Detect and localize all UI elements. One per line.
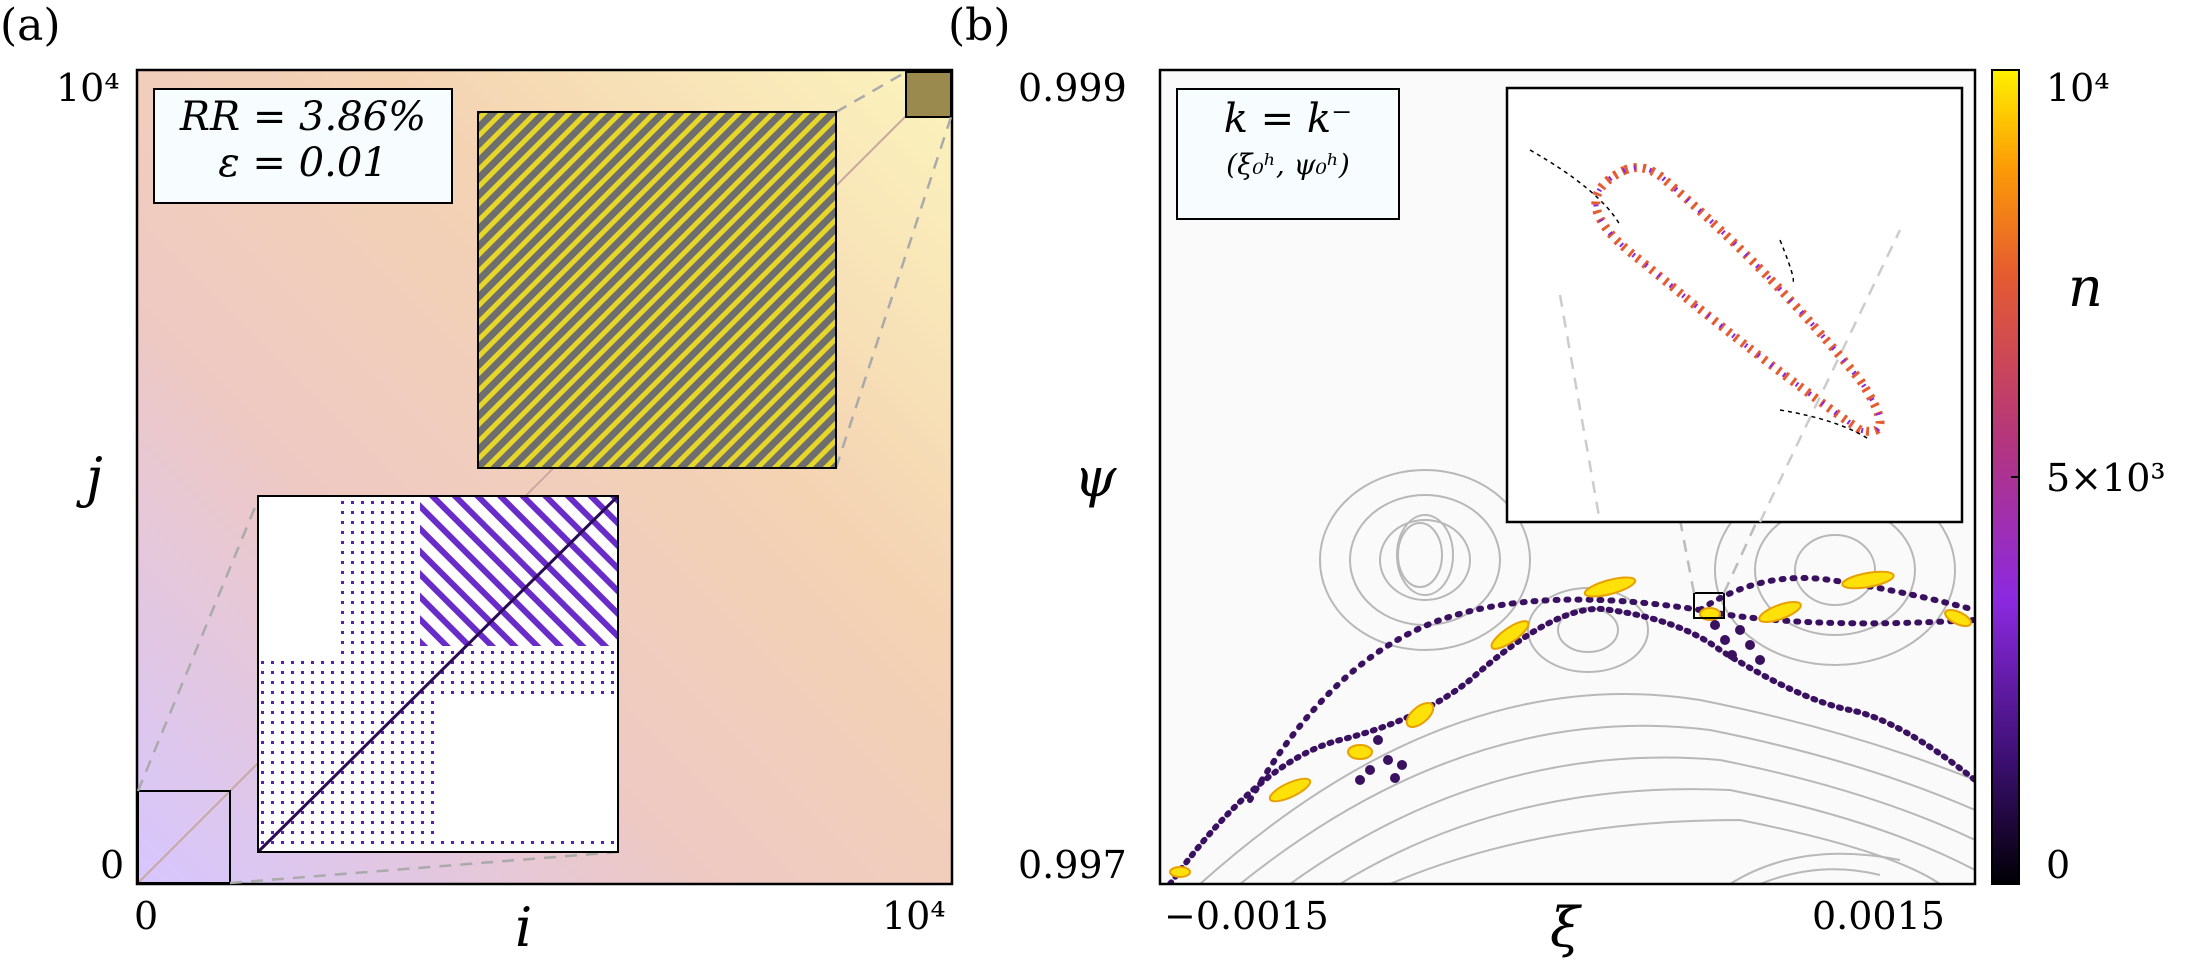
- colorbar-label: n: [2068, 256, 2103, 319]
- panel-b-frame: [1158, 68, 1977, 886]
- x-tick-max-a: 10⁴: [882, 894, 946, 938]
- y-tick-min-a: 0: [100, 843, 125, 887]
- colorbar-tick-bottom: 0: [2046, 843, 2071, 887]
- zoom-line: [229, 850, 619, 885]
- x-axis-label-a: i: [515, 896, 533, 959]
- inset-bottom-left: [256, 494, 620, 854]
- zoom-line: [136, 499, 260, 792]
- zoom-box-bottom-left: [137, 790, 231, 884]
- epsilon-label: ε = 0.01: [218, 140, 388, 186]
- y-tick-max-b: 0.999: [1018, 66, 1127, 110]
- x-tick-min-a: 0: [134, 894, 159, 938]
- zoom-box-top-right: [905, 71, 952, 118]
- colorbar: [1991, 69, 2020, 885]
- zoom-box-b: [1693, 592, 1725, 619]
- colorbar-tick-top: 10⁴: [2046, 66, 2110, 110]
- colorbar-tick-mid: 5×10³: [2046, 456, 2166, 500]
- zoom-line: [835, 70, 907, 114]
- y-tick-max-a: 10⁴: [56, 66, 120, 110]
- panel-a-frame: [135, 68, 954, 886]
- x-axis-label-b: ξ: [1550, 896, 1580, 959]
- annotation-box-b: k = k⁻ (ξ₀ʰ, ψ₀ʰ): [1176, 88, 1400, 220]
- y-axis-label-a: j: [86, 446, 103, 509]
- x-tick-max-b: 0.0015: [1812, 894, 1945, 938]
- inset-top-right: [477, 111, 837, 469]
- panel-a-label: (a): [0, 0, 61, 51]
- x-tick-min-b: −0.0015: [1164, 894, 1329, 938]
- k-label: k = k⁻: [1223, 96, 1353, 142]
- y-tick-min-b: 0.997: [1018, 843, 1127, 887]
- panel-b-label: (b): [948, 0, 1011, 51]
- recurrence-rate-label: RR = 3.86%: [179, 94, 427, 140]
- y-axis-label-b: ψ: [1074, 446, 1117, 509]
- initial-condition-label: (ξ₀ʰ, ψ₀ʰ): [1226, 148, 1350, 181]
- annotation-box-a: RR = 3.86% ε = 0.01: [153, 88, 453, 204]
- inset-b: [1505, 86, 1964, 524]
